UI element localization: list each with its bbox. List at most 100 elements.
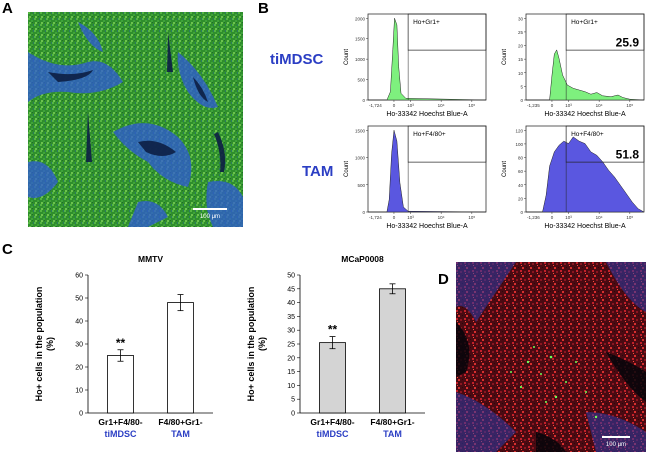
flow-x-axis-label: Ho-33342 Hoechst Blue-A [386, 223, 468, 230]
flow-percent-label: 51.8 [616, 148, 640, 162]
micrograph-d: 100 μm [456, 262, 646, 452]
flow-histogram-2: Ho+Gr1+ 25.9 0 5 10 15 20 25 30 Count -1,235 0 10³ 10… [502, 13, 645, 118]
flow-y-tick-label: 60 [518, 169, 524, 174]
chart-category-sublabel: tiMDSC [105, 429, 137, 439]
flow-gate-label: Ho+F4/80+ [413, 131, 446, 138]
chart-y-axis-unit: (%) [257, 337, 267, 351]
flow-y-tick-label: 0 [362, 210, 365, 215]
flow-y-tick-label: 20 [518, 44, 524, 49]
flow-plot-frame [367, 13, 487, 101]
flow-histogram-3: Ho+F4/80+ 0 500 1000 1500 Count -1,724 0 10³ 10⁴ 1… [344, 125, 487, 230]
chart-y-tick-label: 0 [79, 411, 83, 418]
chart-y-tick-label: 0 [291, 411, 295, 418]
flow-y-tick-label: 25 [518, 30, 524, 35]
flow-plot-frame [525, 13, 645, 101]
flow-x-tick-label: 0 [393, 215, 396, 220]
flow-x-axis-label: Ho-33342 Hoechst Blue-A [544, 111, 626, 118]
flow-x-tick-label: 0 [551, 215, 554, 220]
flow-y-axis-label: Count [344, 161, 350, 177]
flow-gate-label: Ho+Gr1+ [413, 19, 440, 26]
flow-y-tick-label: 100 [515, 142, 523, 147]
flow-x-min-label: -1,724 [369, 215, 382, 220]
flow-histogram-4: Ho+F4/80+ 51.8 0 20 40 60 80 100 120 Count -1,236 0… [502, 125, 645, 230]
scale-bar-d [602, 436, 630, 438]
flow-histogram-area [526, 136, 645, 213]
flow-x-tick-label: 10³ [407, 215, 414, 220]
chart-y-tick-label: 60 [75, 273, 83, 280]
flow-x-axis-label: Ho-33342 Hoechst Blue-A [544, 223, 626, 230]
chart-y-tick-label: 50 [287, 273, 295, 280]
flow-x-tick-label: 10⁵ [626, 215, 633, 220]
flow-y-tick-label: 1000 [355, 156, 366, 161]
scale-bar-a [193, 208, 227, 210]
chart-y-tick-label: 45 [287, 286, 295, 293]
chart-y-tick-label: 40 [287, 300, 295, 307]
chart-bar [319, 342, 346, 414]
flow-y-tick-label: 500 [357, 78, 365, 83]
flow-x-min-label: -1,236 [527, 215, 540, 220]
micrograph-a: 100 μm [28, 12, 243, 227]
flow-y-tick-label: 20 [518, 196, 524, 201]
chart-y-tick-label: 30 [287, 328, 295, 335]
flow-y-tick-label: 30 [518, 16, 524, 21]
flow-x-tick-label: 10³ [565, 103, 572, 108]
flow-histogram-1: Ho+Gr1+ 0 500 1000 1500 2000 Count -1,724 0 10³ 10… [344, 13, 487, 118]
chart-category-label: Gr1+F4/80- [310, 417, 354, 427]
chart-significance-label: ** [116, 336, 126, 350]
chart-category-label: F4/80+Gr1- [370, 417, 414, 427]
flow-gate-box [565, 125, 645, 163]
flow-y-tick-label: 120 [515, 128, 523, 133]
flow-x-tick-label: 10⁴ [596, 103, 603, 108]
chart-title: MCaP0008 [341, 254, 384, 264]
chart-bar [379, 288, 406, 414]
flow-y-tick-label: 40 [518, 183, 524, 188]
flow-x-tick-label: 10⁴ [438, 103, 445, 108]
flow-histogram-area [368, 18, 487, 101]
bar-chart-mcap0008: MCaP0008 0 5 10 15 20 25 30 35 40 45 50 Ho+ cells in… [246, 254, 425, 439]
row-label-timdsc: tiMDSC [270, 51, 324, 68]
flow-y-tick-label: 5 [520, 84, 523, 89]
flow-y-tick-label: 500 [357, 183, 365, 188]
row-label-tam: TAM [302, 163, 334, 180]
panel-label-a: A [2, 0, 13, 17]
flow-y-tick-label: 1500 [355, 128, 366, 133]
flow-y-axis-label: Count [344, 49, 350, 65]
flow-x-tick-label: 10⁵ [626, 103, 633, 108]
flow-y-axis-label: Count [502, 49, 508, 65]
chart-significance-label: ** [328, 323, 338, 337]
chart-y-tick-label: 10 [75, 388, 83, 395]
chart-category-sublabel: tiMDSC [317, 429, 349, 439]
chart-bar [107, 355, 134, 414]
flow-y-tick-label: 1500 [355, 37, 366, 42]
flow-x-tick-label: 10⁴ [596, 215, 603, 220]
chart-y-tick-label: 35 [287, 314, 295, 321]
chart-category-sublabel: TAM [171, 429, 190, 439]
scale-bar-d-label: 100 μm [606, 442, 626, 448]
flow-y-tick-label: 0 [520, 210, 523, 215]
flow-x-min-label: -1,235 [527, 103, 540, 108]
scale-bar-a-label: 100 μm [200, 214, 220, 220]
flow-gate-box [407, 13, 487, 51]
flow-gate-label: Ho+F4/80+ [571, 131, 604, 138]
flow-x-tick-label: 10⁵ [468, 103, 475, 108]
flow-x-tick-label: 0 [393, 103, 396, 108]
flow-y-tick-label: 15 [518, 57, 524, 62]
flow-histogram-area [526, 49, 645, 101]
chart-y-tick-label: 5 [291, 397, 295, 404]
chart-y-tick-label: 30 [75, 342, 83, 349]
flow-plot-frame [367, 125, 487, 213]
chart-y-tick-label: 10 [287, 383, 295, 390]
flow-y-tick-label: 0 [520, 98, 523, 103]
flow-x-tick-label: 10⁵ [468, 215, 475, 220]
chart-y-axis-unit: (%) [45, 337, 55, 351]
flow-y-tick-label: 10 [518, 71, 524, 76]
flow-y-tick-label: 2000 [355, 16, 366, 21]
chart-category-sublabel: TAM [383, 429, 402, 439]
chart-y-axis-label: Ho+ cells in the population [34, 287, 44, 402]
flow-x-tick-label: 10⁴ [438, 215, 445, 220]
chart-y-tick-label: 15 [287, 369, 295, 376]
chart-y-tick-label: 50 [75, 296, 83, 303]
panel-label-c: C [2, 241, 13, 258]
chart-category-label: F4/80+Gr1- [158, 417, 202, 427]
panel-label-b: B [258, 0, 269, 17]
